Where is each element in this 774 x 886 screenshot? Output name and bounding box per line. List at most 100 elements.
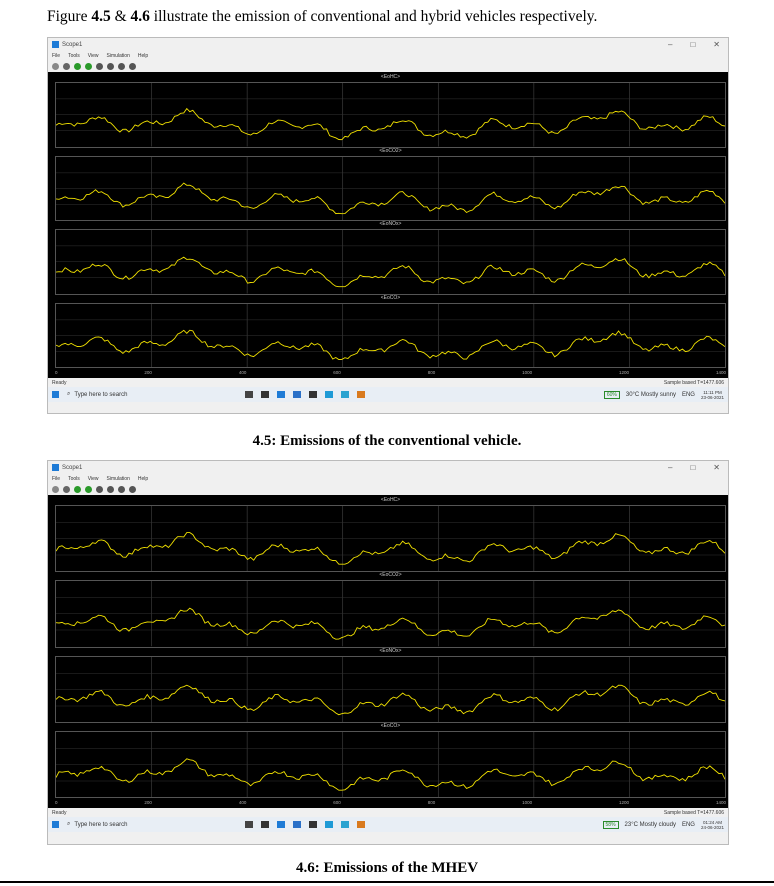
style-icon[interactable]: [129, 63, 136, 70]
menu-item[interactable]: Tools: [68, 476, 80, 482]
start-icon[interactable]: [52, 821, 59, 828]
taskbar-app-icon[interactable]: [309, 821, 317, 828]
title-bar: Scope1 – □ ✕: [48, 38, 728, 51]
weather-widget[interactable]: 23°C Mostly cloudy: [624, 821, 676, 828]
menu-item[interactable]: Simulation: [106, 53, 130, 59]
taskbar-search[interactable]: ⌕ Type here to search: [67, 391, 177, 398]
menu-item[interactable]: File: [52, 53, 61, 59]
x-tick-label: 600: [333, 800, 341, 805]
clock-date: 24-06-2021: [700, 824, 724, 830]
menu-item[interactable]: Help: [137, 476, 149, 482]
zoom-icon[interactable]: [107, 486, 114, 493]
step-icon[interactable]: [85, 486, 92, 493]
scope-panel: <EoHC>: [55, 497, 726, 573]
language-indicator[interactable]: ENG: [681, 391, 695, 398]
menu-item[interactable]: Tools: [68, 53, 80, 59]
scope-screenshot-conventional: Scope1 – □ ✕ File Tools View Simulation Help <EoH…: [47, 37, 729, 414]
panel-title: <EoNOx>: [379, 221, 402, 227]
x-tick-label: 800: [427, 800, 436, 805]
clock[interactable]: 11:11 PM 23-06-2021: [701, 390, 724, 400]
emission-trace: [56, 656, 725, 722]
taskbar-app-icon[interactable]: [245, 391, 253, 398]
status-ready: Ready: [52, 809, 67, 816]
scale-icon[interactable]: [118, 63, 125, 70]
menu-bar: File Tools View Simulation Help: [48, 51, 728, 61]
weather-widget[interactable]: 30°C Mostly sunny: [625, 391, 676, 398]
taskbar-app-icon[interactable]: [293, 821, 301, 828]
battery-indicator: 60%: [603, 390, 620, 399]
scope-panel: <EoNOx>: [55, 648, 726, 723]
status-sample-info: Sample based T=1477.606: [663, 379, 724, 386]
figure-caption-4-6: 4.6: Emissions of the MHEV: [295, 860, 479, 876]
x-tick-label: 800: [427, 370, 436, 375]
menu-item[interactable]: File: [52, 476, 61, 482]
scope-panel: <EoNOx>: [55, 221, 726, 295]
x-tick-label: 1200: [619, 800, 630, 805]
language-indicator[interactable]: ENG: [681, 821, 695, 828]
taskbar-app-icon[interactable]: [261, 821, 269, 828]
title-bar: Scope1 – □ ✕: [48, 461, 728, 474]
stop-icon[interactable]: [96, 486, 103, 493]
emission-trace: [56, 581, 725, 647]
maximize-icon[interactable]: □: [690, 463, 696, 472]
menu-item[interactable]: View: [87, 53, 99, 59]
zoom-icon[interactable]: [107, 63, 114, 70]
scale-icon[interactable]: [118, 486, 125, 493]
taskbar-app-icon[interactable]: [357, 391, 365, 398]
emission-trace: [56, 731, 725, 797]
stop-icon[interactable]: [96, 63, 103, 70]
menu-item[interactable]: Simulation: [106, 476, 130, 482]
search-icon: ⌕: [67, 821, 71, 827]
start-icon[interactable]: [52, 391, 59, 398]
style-icon[interactable]: [129, 486, 136, 493]
taskbar-app-icon[interactable]: [341, 391, 349, 398]
settings-icon[interactable]: [52, 63, 59, 70]
maximize-icon[interactable]: □: [690, 40, 696, 49]
clock-date: 23-06-2021: [700, 394, 724, 400]
search-placeholder: Type here to search: [74, 821, 128, 828]
emission-trace: [56, 230, 725, 294]
clock-time: 11:11 PM: [703, 389, 722, 395]
panel-title: <EoHC>: [380, 74, 401, 80]
step-icon[interactable]: [85, 63, 92, 70]
x-tick-label: 600: [333, 370, 341, 375]
taskbar-search[interactable]: ⌕ Type here to search: [67, 821, 177, 828]
back-icon[interactable]: [63, 63, 70, 70]
window-controls: – □ ✕: [668, 40, 728, 49]
taskbar-app-icon[interactable]: [357, 821, 365, 828]
taskbar-app-icon[interactable]: [325, 391, 333, 398]
figure-caption-4-5: 4.5: Emissions of the conventional vehic…: [252, 433, 522, 449]
taskbar-app-icon[interactable]: [341, 821, 349, 828]
back-icon[interactable]: [63, 486, 70, 493]
close-icon[interactable]: ✕: [713, 463, 720, 472]
page-bottom-rule: [0, 881, 774, 883]
menu-item[interactable]: View: [87, 476, 99, 482]
system-tray: 58% 23°C Mostly cloudy ENG 01:24 AM 24-06-20…: [602, 820, 724, 830]
taskbar-app-icon[interactable]: [261, 391, 269, 398]
settings-icon[interactable]: [52, 486, 59, 493]
clock[interactable]: 01:24 AM 24-06-2021: [701, 820, 724, 830]
panel-title: <EoCO2>: [379, 147, 402, 154]
emission-trace: [56, 156, 725, 220]
x-tick-label: 400: [238, 370, 247, 375]
taskbar-app-icon[interactable]: [325, 821, 333, 828]
minimize-icon[interactable]: –: [668, 40, 673, 49]
panel-title: <EoCO>: [380, 294, 401, 301]
taskbar-app-icon[interactable]: [245, 821, 253, 828]
run-icon[interactable]: [74, 63, 81, 70]
taskbar-app-icon[interactable]: [309, 391, 317, 398]
menu-bar: File Tools View Simulation Help: [48, 474, 728, 484]
panel-title: <EoCO>: [380, 722, 401, 729]
taskbar-app-icon[interactable]: [293, 391, 301, 398]
taskbar-app-icon[interactable]: [277, 821, 285, 828]
run-icon[interactable]: [74, 486, 81, 493]
x-tick-label: 1000: [522, 370, 533, 375]
taskbar-app-icon[interactable]: [277, 391, 285, 398]
minimize-icon[interactable]: –: [668, 463, 673, 472]
close-icon[interactable]: ✕: [713, 40, 720, 49]
menu-item[interactable]: Help: [137, 53, 149, 59]
toolbar: [48, 61, 728, 72]
x-tick-label: 1000: [522, 800, 533, 805]
windows-taskbar: ⌕ Type here to search 60% 30°C Mostly sunny…: [48, 387, 728, 402]
x-axis-ticks: 0 200 400 600 800 1000 1200 1400: [55, 800, 726, 807]
